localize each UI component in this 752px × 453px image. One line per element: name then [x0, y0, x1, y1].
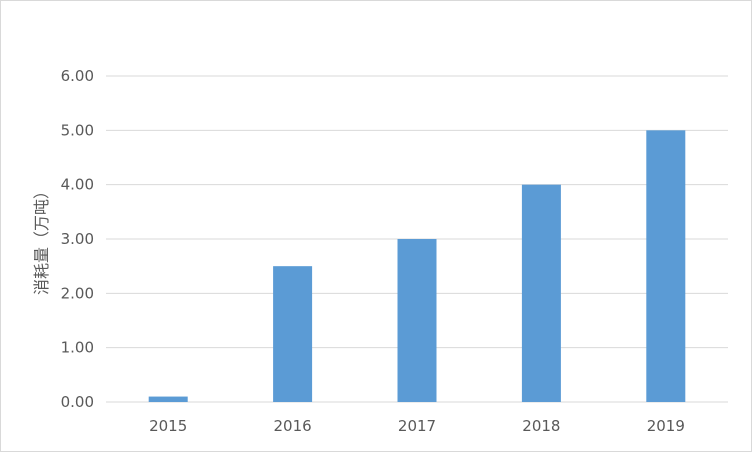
bar-2017	[397, 239, 437, 402]
x-tick-label: 2019	[647, 417, 685, 435]
y-tick-label: 4.00	[61, 176, 94, 194]
bar-2016	[273, 266, 313, 402]
x-tick-label: 2015	[149, 417, 187, 435]
bars	[148, 130, 686, 403]
x-tick-label: 2018	[522, 417, 560, 435]
y-tick-label: 2.00	[61, 284, 94, 302]
y-tick-label: 0.00	[61, 393, 94, 411]
y-tick-label: 6.00	[61, 67, 94, 85]
x-tick-label: 2017	[398, 417, 436, 435]
bar-2015	[148, 396, 188, 402]
y-axis-title: 消耗量（万吨）	[32, 183, 51, 295]
y-tick-label: 3.00	[61, 230, 94, 248]
y-axis-ticks: 0.00 1.00 2.00 3.00 4.00 5.00 6.00	[61, 67, 94, 411]
y-tick-label: 1.00	[61, 339, 94, 357]
y-tick-label: 5.00	[61, 121, 94, 139]
bar-2019	[646, 130, 686, 403]
bar-2018	[521, 184, 561, 402]
x-axis-ticks: 2015 2016 2017 2018 2019	[149, 417, 685, 435]
x-tick-label: 2016	[274, 417, 312, 435]
